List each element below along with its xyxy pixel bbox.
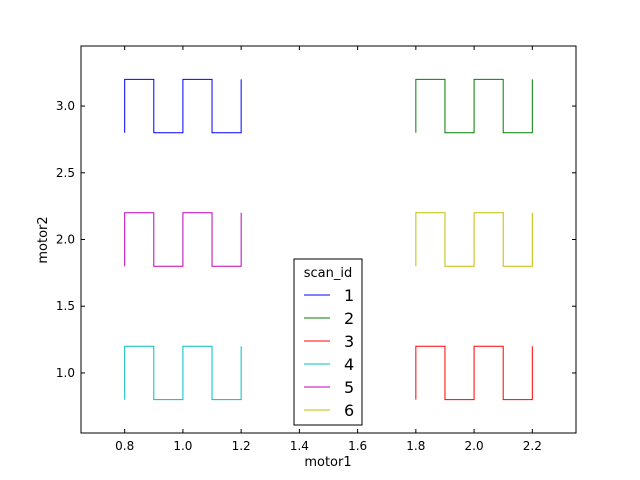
series-line-6	[415, 212, 533, 267]
legend-label-5: 5	[344, 378, 354, 397]
x-tick-label: 1.4	[290, 439, 309, 453]
x-tick-label: 2.2	[523, 439, 542, 453]
series-line-5	[124, 212, 242, 267]
legend-title: scan_id	[304, 266, 353, 281]
y-tick-label: 1.0	[56, 366, 75, 380]
x-tick-label: 0.8	[115, 439, 134, 453]
y-tick-label: 3.0	[56, 99, 75, 113]
legend-label-2: 2	[344, 309, 354, 328]
x-tick-label: 1.0	[173, 439, 192, 453]
axes: 0.8 1.0 1.2 1.4 1.6 1.8 2.0 2.2 1.0 1.5 2.0 2.5 3.0	[56, 45, 577, 453]
x-tick-label: 2.0	[465, 439, 484, 453]
legend-label-4: 4	[344, 355, 354, 374]
x-tick-label: 1.6	[348, 439, 367, 453]
x-tick-label: 1.8	[406, 439, 425, 453]
legend-label-6: 6	[344, 401, 354, 420]
x-axis-label: motor1	[304, 455, 351, 470]
legend-label-3: 3	[344, 332, 354, 351]
series-line-1	[124, 78, 242, 134]
y-tick-label: 2.0	[56, 233, 75, 247]
y-tick-label: 1.5	[56, 299, 75, 313]
legend: scan_id 1 2 3 4 5 6	[293, 258, 363, 426]
legend-box	[293, 258, 363, 426]
legend-label-1: 1	[344, 286, 354, 305]
series-line-4	[124, 345, 242, 401]
plot-area	[124, 78, 533, 401]
series-line-3	[415, 345, 533, 401]
series-line-2	[415, 78, 533, 134]
y-tick-label: 2.5	[56, 166, 75, 180]
y-axis-label: motor2	[36, 216, 51, 263]
x-tick-label: 1.2	[232, 439, 251, 453]
